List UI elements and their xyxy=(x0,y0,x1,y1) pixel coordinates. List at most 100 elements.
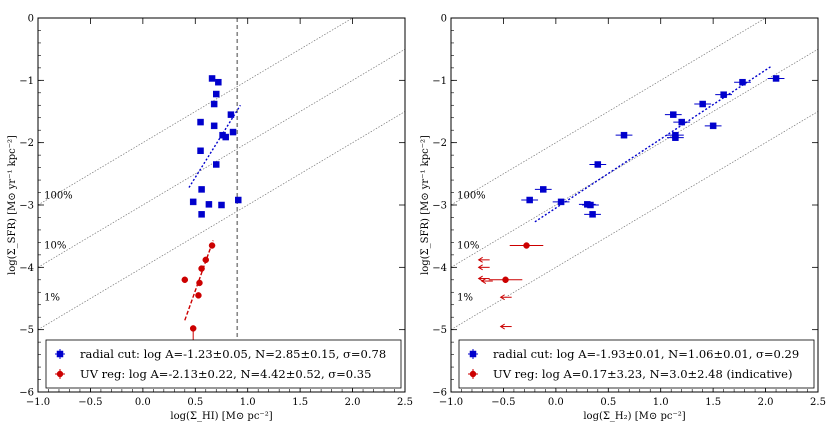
data-point xyxy=(213,90,220,98)
efficiency-line xyxy=(451,111,818,330)
efficiency-line xyxy=(451,18,767,206)
x-tick-label: 0.0 xyxy=(135,397,151,408)
legend-entry-radial-cut: radial cut: log A=-1.93±0.01, N=1.06±0.0… xyxy=(493,347,799,361)
panel-right: 100% 10% 1% −1.0 −0.5 0.0 0.5 1.0 1.5 2.0 2.5 0 −1 −2… xyxy=(420,14,826,423)
data-point xyxy=(502,276,509,284)
data-point xyxy=(210,100,218,108)
upper-limit-arrowhead xyxy=(477,264,483,271)
plot-area xyxy=(38,18,405,392)
legend-entry-uv-reg: UV reg: log A=-2.13±0.22, N=4.42±0.52, σ… xyxy=(80,367,371,381)
data-point xyxy=(557,198,565,206)
data-point xyxy=(235,196,242,204)
data-point xyxy=(739,78,746,86)
plot-area xyxy=(451,18,818,330)
y-tick-label: −2 xyxy=(19,138,34,149)
data-point xyxy=(197,118,204,126)
data-point xyxy=(195,292,202,299)
upper-limit-arrowhead xyxy=(477,256,483,263)
legend-marker xyxy=(56,370,64,378)
data-point xyxy=(229,128,237,136)
efficiency-line xyxy=(38,18,354,206)
fit-line xyxy=(534,66,772,223)
efficiency-label: 100% xyxy=(44,191,73,202)
y-tick-label: −5 xyxy=(432,325,447,336)
y-tick-label: 0 xyxy=(441,14,447,25)
legend: radial cut: log A=-1.93±0.01, N=1.06±0.0… xyxy=(458,339,815,389)
data-point xyxy=(227,111,235,118)
x-tick-label: 0.5 xyxy=(187,397,203,408)
data-point xyxy=(720,91,727,98)
data-point xyxy=(670,111,677,118)
data-point xyxy=(198,186,205,193)
x-axis-label: log(Σ_HI) [M⊙ pc⁻²] xyxy=(170,411,272,422)
legend-entry-radial-cut: radial cut: log A=-1.23±0.05, N=2.85±0.1… xyxy=(80,347,386,361)
x-tick-label: −0.5 xyxy=(78,397,102,408)
x-axis-label: log(Σ_H₂) [M⊙ pc⁻²] xyxy=(583,411,685,422)
data-point xyxy=(208,75,216,82)
data-point xyxy=(222,133,229,141)
data-point xyxy=(198,211,205,218)
data-point xyxy=(523,242,530,249)
data-point xyxy=(709,122,717,130)
data-point xyxy=(772,75,780,82)
upper-limit-arrowhead xyxy=(499,294,505,301)
x-tick-label: 2.5 xyxy=(810,397,826,408)
data-point xyxy=(526,196,533,204)
y-tick-label: −6 xyxy=(432,388,447,399)
legend-marker xyxy=(469,350,477,358)
y-tick-label: −1 xyxy=(432,76,447,87)
y-tick-label: −5 xyxy=(19,325,34,336)
data-point xyxy=(196,279,203,287)
data-point xyxy=(198,265,205,272)
data-point xyxy=(672,134,679,141)
data-point xyxy=(202,256,210,264)
legend-marker xyxy=(56,350,64,358)
data-point xyxy=(587,201,594,209)
data-point xyxy=(210,122,218,130)
data-point xyxy=(197,147,204,155)
y-axis-label: log(Σ_SFR) [M⊙ yr⁻¹ kpc⁻²] xyxy=(420,135,431,275)
data-point xyxy=(189,198,197,206)
y-tick-label: −4 xyxy=(19,263,34,274)
x-tick-label: 1.0 xyxy=(240,397,256,408)
efficiency-label: 10% xyxy=(44,241,66,252)
efficiency-label: 1% xyxy=(44,292,60,303)
legend-box xyxy=(458,339,815,389)
y-tick-label: −4 xyxy=(432,263,447,274)
efficiency-line xyxy=(451,48,818,268)
y-tick-label: −3 xyxy=(19,201,34,212)
y-tick-label: −3 xyxy=(432,201,447,212)
y-tick-label: 0 xyxy=(28,14,34,25)
legend: radial cut: log A=-1.23±0.05, N=2.85±0.1… xyxy=(45,339,402,389)
x-tick-label: 1.5 xyxy=(705,397,721,408)
efficiency-label: 1% xyxy=(457,292,473,303)
y-tick-label: −2 xyxy=(432,138,447,149)
upper-limit-arrowhead xyxy=(499,323,505,330)
y-tick-label: −1 xyxy=(19,76,34,87)
efficiency-label: 10% xyxy=(457,241,479,252)
data-point xyxy=(620,131,628,139)
x-tick-label: −1.0 xyxy=(26,397,50,408)
x-tick-label: 0.5 xyxy=(600,397,616,408)
data-point xyxy=(215,78,222,86)
upper-limit-arrowhead xyxy=(477,275,483,282)
y-tick-label: −6 xyxy=(19,388,34,399)
data-point xyxy=(540,186,547,193)
x-tick-label: 1.5 xyxy=(292,397,308,408)
efficiency-line xyxy=(38,48,405,268)
x-tick-label: 2.0 xyxy=(345,397,361,408)
data-point xyxy=(205,201,213,208)
data-point xyxy=(218,201,225,209)
data-point xyxy=(678,118,685,126)
panel-left: 100% 10% 1% −1.0 −0.5 0.0 0.5 1.0 1.5 2.0 2.5 0 −1 −2… xyxy=(7,14,413,423)
legend-entry-uv-reg: UV reg: log A=0.17±3.23, N=3.0±2.48 (ind… xyxy=(493,367,792,381)
x-tick-label: 0.0 xyxy=(548,397,564,408)
fit-line xyxy=(188,104,241,188)
x-tick-label: −0.5 xyxy=(491,397,515,408)
x-tick-label: −1.0 xyxy=(439,397,463,408)
data-point xyxy=(213,161,220,168)
axes-frame xyxy=(450,17,819,393)
legend-marker xyxy=(469,370,477,378)
efficiency-label: 100% xyxy=(457,191,486,202)
